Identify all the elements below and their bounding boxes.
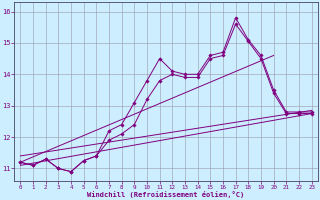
X-axis label: Windchill (Refroidissement éolien,°C): Windchill (Refroidissement éolien,°C) bbox=[87, 191, 244, 198]
